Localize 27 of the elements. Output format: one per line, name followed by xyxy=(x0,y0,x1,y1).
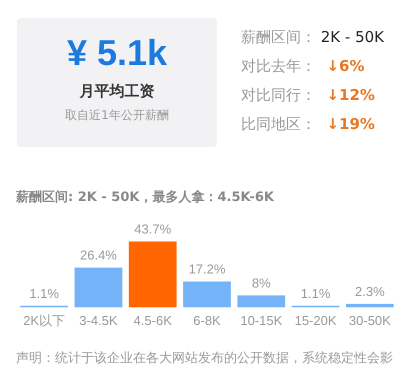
text: 比同地区： ↓19% xyxy=(241,115,375,133)
bar xyxy=(183,281,231,308)
data-label: 1.1% xyxy=(300,286,331,301)
text: 薪酬区间： 2K - 50K xyxy=(241,28,384,46)
bar xyxy=(74,268,122,308)
x-tick-label: 3-4.5K xyxy=(79,312,118,328)
data-label: 17.2% xyxy=(188,262,226,277)
text: 取自近1年公开薪酬 xyxy=(64,107,170,124)
x-tick-label: 30-50K xyxy=(348,312,392,328)
data-label: 43.7% xyxy=(134,222,172,237)
x-tick-label: 10-15K xyxy=(240,312,283,328)
x-tick-label: 15-20K xyxy=(294,312,337,328)
data-label: 2.3% xyxy=(355,284,386,300)
text: 月平均工资 xyxy=(78,82,156,101)
data-label: 1.1% xyxy=(29,286,60,301)
bar xyxy=(128,242,177,308)
x-tick-label: 2K以下 xyxy=(23,312,66,328)
data-label: 8% xyxy=(252,275,272,290)
chart-title: 薪酬区间: 2K - 50K，最多人拿：4.5K-6K xyxy=(16,189,274,206)
x-tick-label: 4.5-6K xyxy=(134,312,172,328)
text: 声明：统计于该企业在各大网站发布的公开数据，系统稳定性会影 xyxy=(16,350,393,367)
text: ¥ 5.1k xyxy=(66,32,168,74)
text: 对比去年： ↓6% xyxy=(241,57,364,75)
bar xyxy=(237,295,286,308)
data-label: 26.4% xyxy=(80,248,118,263)
text: 对比同行： ↓12% xyxy=(241,86,375,104)
x-tick-label: 6-8K xyxy=(193,312,222,328)
